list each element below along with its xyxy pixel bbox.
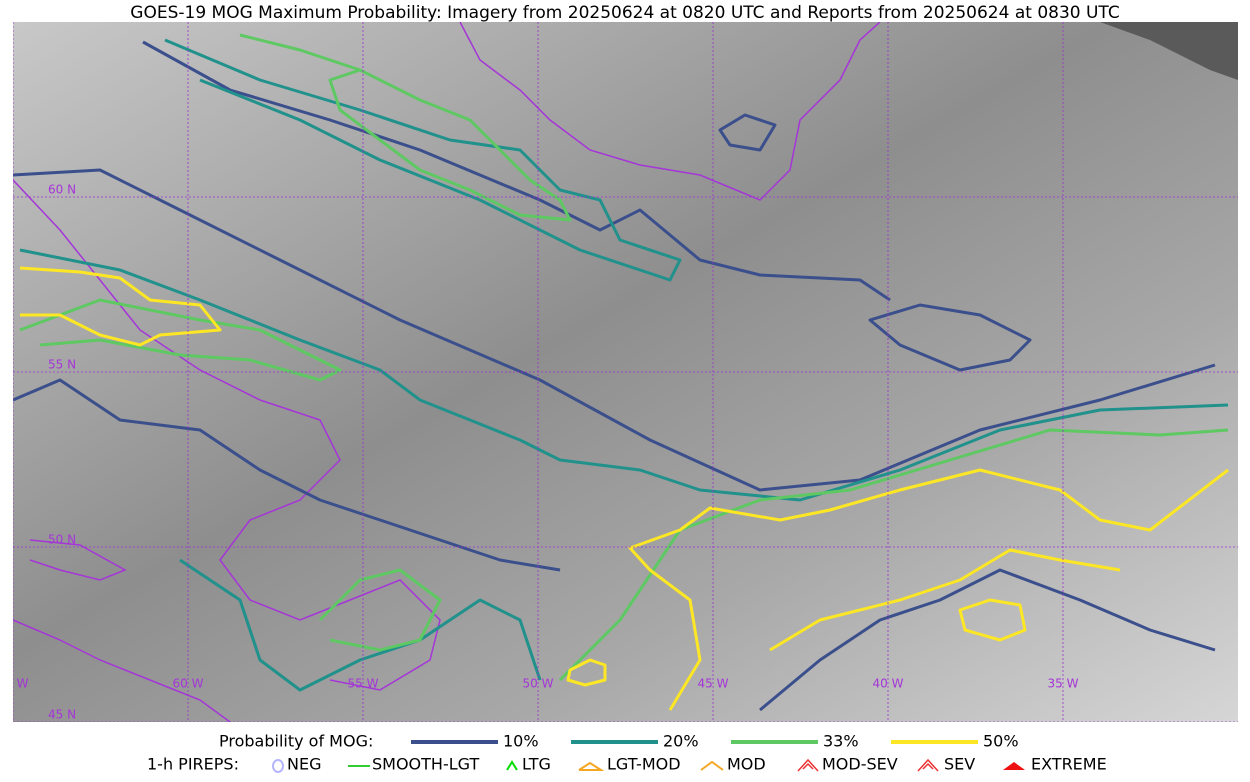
contour — [318, 568, 442, 652]
contour — [759, 568, 1216, 712]
legend-label: MOD-SEV — [822, 755, 898, 774]
legend: Probability of MOG: 1-h PIREPS: 10% 20% 33… — [147, 732, 1107, 774]
lat-label: 50 N — [48, 533, 76, 547]
legend-label: MOD — [727, 755, 766, 774]
contour — [718, 113, 777, 152]
legend-label: EXTREME — [1031, 755, 1107, 774]
lat-label: 45 N — [48, 708, 76, 722]
legend-label: LTG — [522, 755, 551, 774]
pirep-icon — [272, 759, 284, 773]
legend-title: Probability of MOG: — [219, 732, 373, 751]
title: GOES-19 MOG Maximum Probability: Imagery… — [130, 3, 1119, 23]
contour — [239, 33, 572, 222]
pirep-icon — [922, 762, 934, 770]
contour — [179, 558, 542, 692]
legend-label: SEV — [944, 755, 975, 774]
legend-label: NEG — [287, 755, 321, 774]
lon-label: 40 W — [873, 677, 904, 691]
legend-title: 1-h PIREPS: — [147, 755, 239, 774]
legend-label: 50% — [983, 732, 1019, 751]
contour — [19, 248, 1229, 502]
coastline — [13, 179, 441, 691]
coastline — [29, 539, 127, 581]
legend-label: LGT-MOD — [607, 755, 681, 774]
pirep-icon — [578, 761, 605, 771]
lon-label: 45 W — [698, 677, 729, 691]
lon-label: 65 W — [0, 677, 29, 691]
pirep-icon — [802, 762, 814, 770]
lat-label: 55 N — [48, 358, 76, 372]
lon-label: 60 W — [173, 677, 204, 691]
legend-label: 10% — [503, 732, 539, 751]
contour — [19, 266, 222, 347]
contour — [958, 598, 1027, 642]
pirep-icon — [917, 758, 939, 772]
contour — [142, 40, 891, 302]
coastline — [459, 22, 881, 201]
lon-label: 50 W — [523, 677, 554, 691]
lon-label: 35 W — [1048, 677, 1079, 691]
contour — [19, 298, 342, 382]
pirep-icon — [700, 760, 724, 771]
lon-label: 55 W — [348, 677, 379, 691]
contour — [164, 38, 682, 282]
legend-label: SMOOTH-LGT — [372, 755, 479, 774]
contour — [868, 303, 1032, 372]
coastline — [13, 619, 231, 722]
map: 60 N 55 N 50 N 45 N 65 W 60 W 55 W 50 W 45 W 40 W… — [0, 22, 1238, 722]
contour — [628, 468, 1229, 711]
legend-label: 20% — [663, 732, 699, 751]
contour — [558, 428, 1229, 682]
legend-label: 33% — [823, 732, 859, 751]
contour — [13, 378, 561, 572]
pirep-icon — [1003, 762, 1025, 770]
contour — [566, 658, 607, 687]
contour — [13, 168, 1216, 492]
pirep-icon — [506, 760, 518, 771]
lat-label: 60 N — [48, 183, 76, 197]
pirep-icon — [797, 758, 819, 772]
no-data — [1100, 22, 1238, 80]
